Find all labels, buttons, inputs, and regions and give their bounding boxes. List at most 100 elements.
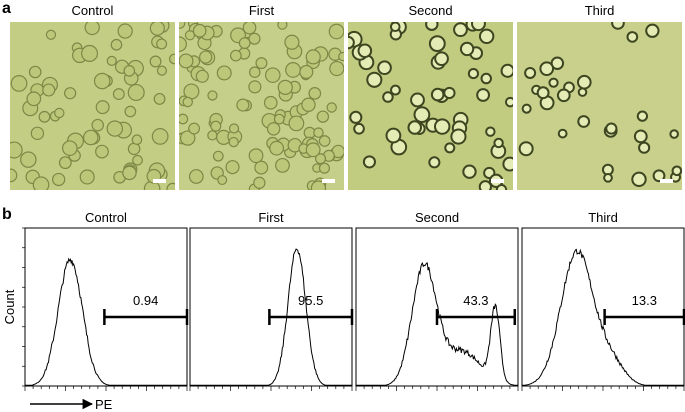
cell	[633, 129, 648, 144]
cell	[275, 157, 290, 173]
cell	[117, 23, 133, 39]
cells	[10, 22, 175, 190]
cell	[269, 140, 285, 156]
cells	[348, 22, 513, 190]
cell	[495, 184, 508, 190]
cell	[45, 29, 57, 40]
cell	[349, 110, 363, 124]
cell	[357, 43, 373, 59]
gate-value: 13.3	[632, 293, 657, 308]
cell	[377, 60, 392, 76]
cell	[263, 95, 278, 110]
gate-value: 43.3	[463, 293, 488, 308]
panel-label: b	[2, 206, 12, 223]
cell	[54, 107, 65, 119]
cell	[305, 49, 321, 65]
cell	[182, 96, 193, 108]
cell	[577, 87, 588, 97]
cell	[61, 140, 78, 156]
cell	[485, 126, 496, 137]
cell	[301, 97, 316, 112]
cell	[467, 67, 480, 80]
cell	[428, 35, 446, 53]
cell	[288, 115, 305, 132]
cell	[124, 105, 137, 118]
cell	[225, 160, 240, 175]
cell	[216, 65, 232, 81]
plot-frame	[521, 227, 685, 387]
cell	[156, 65, 168, 76]
cell	[91, 118, 105, 132]
cell	[478, 28, 495, 44]
cells	[179, 22, 344, 190]
cell	[478, 180, 493, 190]
cell	[156, 38, 168, 50]
cell	[238, 37, 251, 49]
micrograph	[10, 22, 175, 190]
cell	[348, 35, 355, 50]
cell	[195, 69, 209, 83]
cell	[207, 90, 218, 101]
histogram	[190, 248, 352, 386]
cell	[556, 88, 571, 103]
cell	[382, 91, 394, 103]
gate-value: 95.5	[298, 293, 323, 308]
cell	[255, 57, 268, 70]
cell	[390, 84, 401, 96]
cell	[626, 31, 639, 43]
cell	[476, 88, 491, 102]
cell	[636, 110, 649, 122]
image-title: Control	[72, 3, 114, 18]
cell	[299, 64, 314, 80]
cell	[122, 165, 137, 181]
cell	[127, 83, 145, 102]
cell	[611, 22, 625, 30]
cell	[502, 156, 513, 172]
plot-title: Control	[85, 210, 127, 225]
scale-bar	[153, 179, 166, 183]
histogram	[356, 261, 518, 386]
scale-bar	[322, 179, 335, 183]
cell	[310, 180, 327, 190]
cell	[652, 169, 666, 183]
cell	[26, 91, 42, 107]
plot-frame	[24, 227, 188, 387]
cell	[500, 63, 513, 78]
image-title: Third	[585, 3, 615, 18]
cell	[20, 151, 37, 168]
cell	[199, 50, 213, 64]
cell	[168, 53, 175, 65]
cell	[82, 129, 99, 146]
cell	[285, 62, 301, 78]
cell	[212, 150, 224, 162]
cell	[577, 74, 592, 90]
scale-bar	[491, 179, 504, 183]
cell	[42, 83, 56, 97]
cell	[229, 49, 242, 62]
cell	[605, 122, 618, 135]
cell	[277, 22, 288, 30]
cell	[450, 128, 467, 145]
cell	[149, 22, 165, 36]
cell	[428, 156, 441, 169]
cell	[671, 165, 682, 177]
cell	[459, 41, 475, 57]
cell	[184, 30, 196, 41]
cell	[248, 66, 261, 78]
histogram	[25, 257, 187, 386]
cell	[228, 123, 240, 134]
cell	[248, 80, 262, 94]
cell	[131, 134, 143, 146]
cell	[192, 23, 207, 38]
cell	[149, 55, 162, 68]
cell	[631, 171, 647, 188]
cell	[10, 141, 23, 159]
panel-label: a	[2, 0, 11, 17]
cell	[84, 22, 100, 36]
cell	[603, 172, 613, 183]
cell	[316, 110, 330, 123]
micrograph	[517, 22, 682, 190]
image-title: First	[249, 3, 275, 18]
cell	[318, 162, 331, 174]
cell	[266, 122, 281, 136]
